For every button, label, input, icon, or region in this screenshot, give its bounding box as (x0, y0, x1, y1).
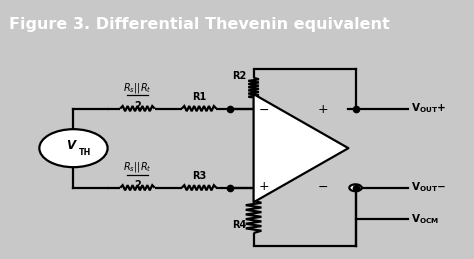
Text: TH: TH (79, 148, 91, 157)
Polygon shape (254, 94, 348, 202)
Text: $\mathbf{V_{OUT}}$$\mathbf{-}$: $\mathbf{V_{OUT}}$$\mathbf{-}$ (411, 180, 447, 194)
Text: $+$: $+$ (317, 103, 328, 117)
Text: Figure 3. Differential Thevenin equivalent: Figure 3. Differential Thevenin equivale… (9, 17, 389, 32)
Text: R2: R2 (232, 71, 246, 81)
Text: V: V (66, 139, 76, 152)
Text: $R_s||R_t$: $R_s||R_t$ (123, 81, 152, 95)
Text: R4: R4 (232, 220, 246, 230)
Circle shape (39, 129, 108, 167)
Text: $\mathbf{V_{OCM}}$: $\mathbf{V_{OCM}}$ (411, 212, 439, 226)
Text: $+$: $+$ (258, 180, 270, 193)
Text: $-$: $-$ (317, 180, 328, 193)
Text: R1: R1 (192, 92, 206, 102)
Text: $R_s||R_t$: $R_s||R_t$ (123, 160, 152, 174)
Text: $\mathbf{V_{OUT}}$$\mathbf{+}$: $\mathbf{V_{OUT}}$$\mathbf{+}$ (411, 101, 447, 115)
Text: 2: 2 (134, 101, 141, 111)
Circle shape (349, 184, 362, 191)
Text: R3: R3 (192, 171, 206, 181)
Text: $-$: $-$ (258, 103, 270, 117)
Text: 2: 2 (134, 180, 141, 190)
